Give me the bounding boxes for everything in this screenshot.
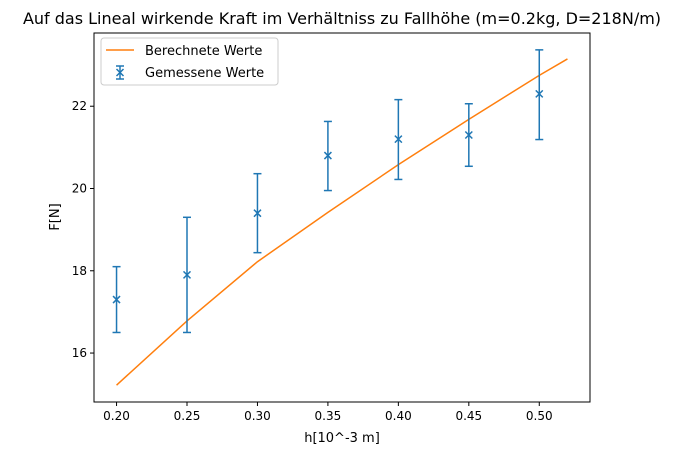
legend-label-measured: Gemessene Werte [145, 66, 264, 81]
x-marker [464, 130, 473, 140]
y-tick-label: 22 [72, 99, 87, 113]
measured-point [464, 103, 473, 168]
measured-point [112, 265, 121, 334]
legend-label-calculated: Berechnete Werte [145, 44, 262, 59]
y-tick-label: 16 [72, 346, 87, 360]
x-tick-label: 0.50 [526, 409, 553, 423]
measured-point [182, 216, 192, 334]
calculated-values-line [116, 58, 568, 386]
y-tick-label: 20 [72, 181, 87, 195]
measured-point [253, 172, 262, 254]
x-marker [535, 89, 544, 98]
x-marker [394, 135, 403, 144]
x-tick-label: 0.40 [385, 409, 412, 423]
y-axis: 16 18 20 22 [72, 99, 94, 360]
legend-errorbar-swatch [115, 65, 125, 80]
chart-title: Auf das Lineal wirkende Kraft im Verhält… [23, 9, 661, 28]
x-tick-label: 0.20 [103, 409, 130, 423]
legend: Berechnete Werte Gemessene Werte [100, 37, 279, 86]
x-tick-label: 0.30 [244, 409, 271, 423]
y-tick-label: 18 [72, 264, 87, 278]
axes-frame [93, 32, 591, 403]
x-marker [323, 151, 332, 160]
x-axis-label: h[10^-3 m] [304, 431, 380, 446]
legend-box [100, 37, 279, 86]
plot-area [112, 49, 568, 386]
x-tick-label: 0.35 [315, 409, 342, 423]
x-marker [112, 295, 121, 304]
measured-point [394, 98, 403, 181]
x-axis: 0.20 0.25 0.30 0.35 0.40 0.45 0.50 [103, 402, 553, 423]
y-axis-label: F[N] [48, 203, 63, 230]
x-tick-label: 0.25 [174, 409, 201, 423]
x-marker [182, 270, 192, 279]
measured-point [323, 120, 332, 192]
measured-point [535, 49, 544, 141]
x-marker [253, 209, 262, 218]
x-tick-label: 0.45 [455, 409, 482, 423]
